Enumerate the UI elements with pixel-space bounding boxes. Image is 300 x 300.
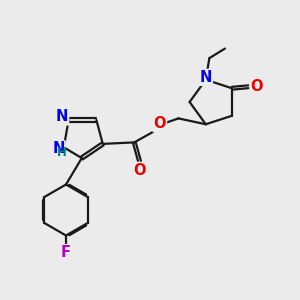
Text: F: F — [61, 245, 71, 260]
Text: N: N — [52, 141, 64, 156]
Text: O: O — [154, 116, 166, 131]
Text: O: O — [250, 79, 263, 94]
Text: N: N — [56, 110, 68, 124]
Text: N: N — [200, 70, 212, 85]
Text: O: O — [134, 163, 146, 178]
Text: H: H — [57, 146, 67, 159]
